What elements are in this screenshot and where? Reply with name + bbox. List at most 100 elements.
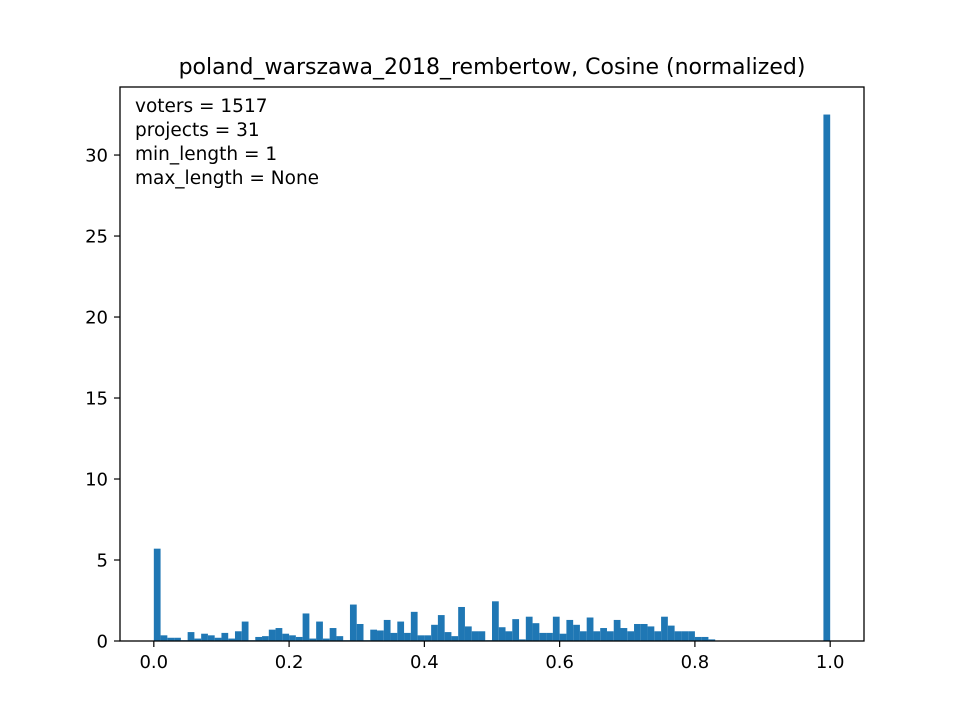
y-tick-label: 10 xyxy=(85,470,108,491)
y-tick-label: 30 xyxy=(85,146,108,167)
histogram-bar xyxy=(674,631,682,641)
histogram-bar xyxy=(593,631,601,641)
histogram-bar xyxy=(498,627,506,641)
histogram-bar xyxy=(417,635,425,641)
histogram-bar xyxy=(579,631,587,641)
y-tick-label: 15 xyxy=(85,389,108,410)
y-axis: 0 5 10 15 20 25 30 xyxy=(85,146,120,653)
histogram-bar xyxy=(167,637,175,641)
x-axis: 0.0 0.2 0.4 0.6 0.8 1.0 xyxy=(139,641,845,673)
y-tick-label: 0 xyxy=(97,632,108,653)
annotation-min-length: min_length = 1 xyxy=(135,144,277,165)
histogram-bar xyxy=(295,636,303,641)
histogram-bar xyxy=(336,636,344,641)
histogram-bar xyxy=(160,635,168,641)
histogram-bar xyxy=(559,633,567,641)
annotation-voters: voters = 1517 xyxy=(135,96,268,117)
histogram-bar xyxy=(383,619,391,641)
histogram-bar xyxy=(458,606,465,641)
histogram-bar xyxy=(694,636,702,641)
histogram-bar xyxy=(552,616,560,641)
histogram-bar xyxy=(532,623,540,641)
histogram-bar xyxy=(241,621,249,641)
histogram-bar xyxy=(634,623,641,641)
plot-frame xyxy=(119,86,865,642)
histogram-bar xyxy=(349,604,357,641)
x-tick-label: 1.0 xyxy=(816,652,845,673)
histogram-bar xyxy=(316,621,323,641)
histogram-bar xyxy=(613,619,621,641)
histogram-bar xyxy=(214,637,222,641)
histogram-bar xyxy=(478,631,486,641)
histogram-bar xyxy=(397,621,405,641)
histogram-bar xyxy=(654,631,662,641)
y-tick-label: 5 xyxy=(97,551,108,572)
histogram-bar xyxy=(681,631,689,641)
histogram-bar xyxy=(234,631,242,641)
histogram-bar xyxy=(207,635,215,641)
histogram-bar xyxy=(444,632,452,641)
histogram-bar xyxy=(492,601,499,641)
histogram-bar xyxy=(688,631,695,641)
annotation-box: voters = 1517 projects = 31 min_length =… xyxy=(135,96,319,189)
histogram-bar xyxy=(586,617,594,641)
histogram-bar xyxy=(404,632,411,641)
chart-title: poland_warszawa_2018_rembertow, Cosine (… xyxy=(179,55,806,80)
histogram-bar xyxy=(228,638,235,641)
histogram-bar xyxy=(201,633,208,641)
histogram-bar xyxy=(512,619,520,641)
histogram-bar xyxy=(823,114,831,642)
histogram-bar xyxy=(377,630,384,641)
histogram-bar xyxy=(329,628,337,641)
histogram-bar xyxy=(255,636,263,641)
histogram-bar xyxy=(451,636,459,641)
histogram-bar xyxy=(701,636,709,641)
y-tick-label: 20 xyxy=(85,308,108,329)
histogram-bar xyxy=(302,613,310,641)
histogram-bar xyxy=(667,625,675,641)
x-tick-label: 0.0 xyxy=(139,652,168,673)
histogram-bar xyxy=(221,632,229,641)
histogram-bar xyxy=(187,632,195,641)
histogram-bar xyxy=(262,636,269,641)
histogram-bar xyxy=(600,628,607,641)
histogram-bar xyxy=(424,635,432,641)
histogram-bar xyxy=(464,626,472,641)
histogram-bar xyxy=(370,629,378,641)
histogram-bar xyxy=(525,616,533,641)
x-tick-label: 0.2 xyxy=(275,652,304,673)
x-tick-label: 0.4 xyxy=(410,652,439,673)
y-tick-label: 25 xyxy=(85,227,108,248)
histogram-bar xyxy=(410,611,418,641)
histogram-bar xyxy=(322,638,330,641)
x-tick-label: 0.8 xyxy=(681,652,710,673)
histogram-bar xyxy=(289,635,296,641)
annotation-projects: projects = 31 xyxy=(135,120,260,141)
histogram-bar xyxy=(275,628,283,641)
histogram-bar xyxy=(606,631,614,641)
histogram-bar xyxy=(431,624,438,641)
histogram-bar xyxy=(519,639,526,641)
histogram-bar xyxy=(708,639,716,641)
histogram-bar xyxy=(620,628,628,641)
histogram-bar xyxy=(640,623,648,641)
histogram-bar xyxy=(437,615,445,641)
histogram-bar xyxy=(647,626,655,641)
histogram-bar xyxy=(174,637,181,641)
histogram-bar xyxy=(546,632,553,641)
histogram-bar xyxy=(573,624,580,641)
histogram-bar xyxy=(627,631,635,641)
histogram-bar xyxy=(194,638,202,641)
histogram-bar xyxy=(153,548,161,641)
histogram-bar xyxy=(309,638,317,641)
x-tick-label: 0.6 xyxy=(545,652,574,673)
histogram-bar xyxy=(390,632,398,641)
histogram-bar xyxy=(566,619,574,641)
histogram-bar xyxy=(282,633,290,641)
histogram-bar xyxy=(505,631,513,641)
histogram-bar xyxy=(471,631,479,641)
histogram-bar xyxy=(539,632,547,641)
histogram-bar xyxy=(356,623,364,641)
annotation-max-length: max_length = None xyxy=(135,168,319,189)
